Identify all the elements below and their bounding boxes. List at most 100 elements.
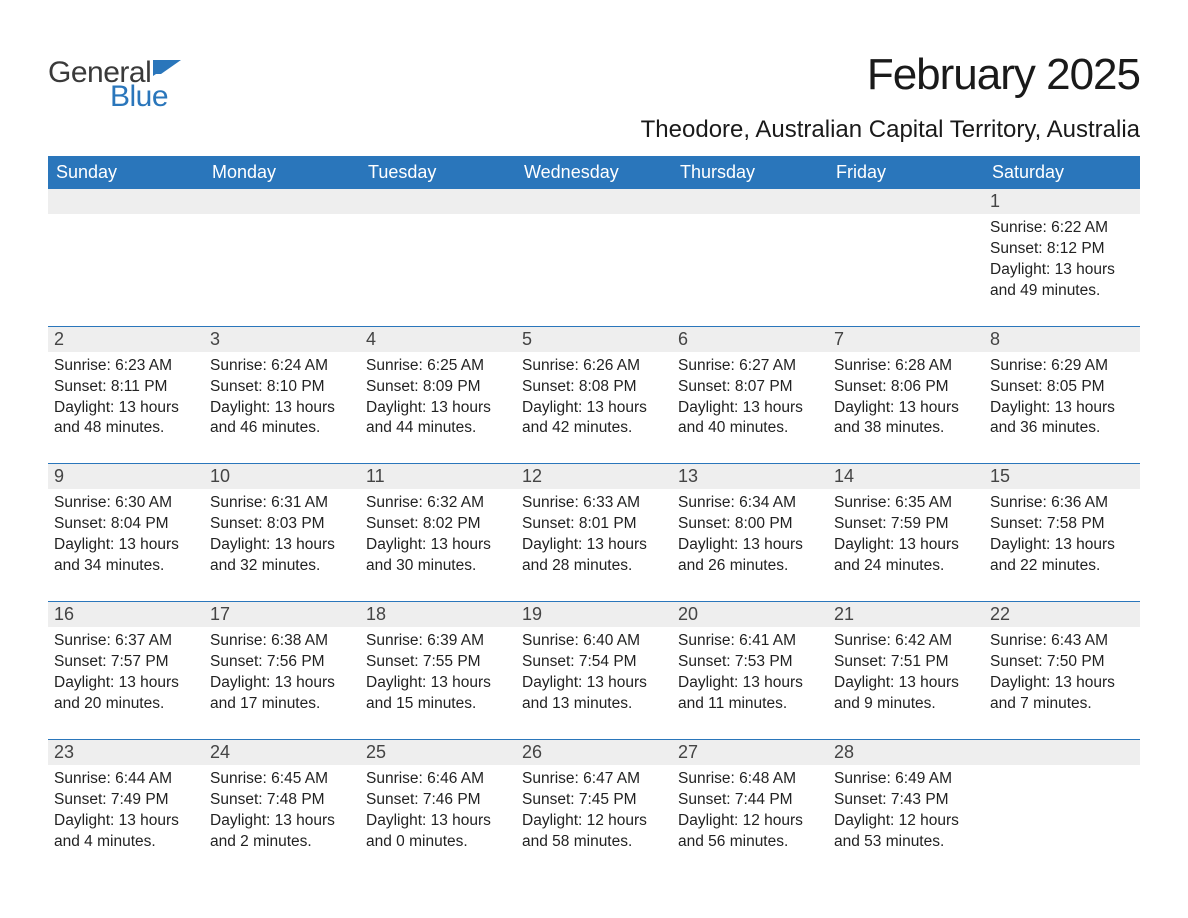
day2-text: and 26 minutes. [678,556,822,577]
daynum-cell: 18 [360,602,516,627]
day-cell: Sunrise: 6:26 AMSunset: 8:08 PMDaylight:… [516,352,672,464]
sunset-text: Sunset: 7:57 PM [54,652,198,673]
dow-friday: Friday [828,156,984,189]
sunrise-text: Sunrise: 6:38 AM [210,631,354,652]
sunrise-text: Sunrise: 6:44 AM [54,769,198,790]
day2-text: and 17 minutes. [210,694,354,715]
dow-tuesday: Tuesday [360,156,516,189]
daynum-cell: 7 [828,327,984,352]
day2-text: and 58 minutes. [522,832,666,853]
title-block: February 2025 Theodore, Australian Capit… [641,50,1140,144]
day2-text: and 7 minutes. [990,694,1134,715]
body-row: Sunrise: 6:23 AMSunset: 8:11 PMDaylight:… [48,352,1140,464]
daynum-cell: 28 [828,740,984,765]
sunrise-text: Sunrise: 6:22 AM [990,218,1134,239]
sunset-text: Sunset: 7:43 PM [834,790,978,811]
day-cell: Sunrise: 6:25 AMSunset: 8:09 PMDaylight:… [360,352,516,464]
day-cell: Sunrise: 6:42 AMSunset: 7:51 PMDaylight:… [828,627,984,739]
sunrise-text: Sunrise: 6:25 AM [366,356,510,377]
day1-text: Daylight: 13 hours [834,673,978,694]
day2-text: and 11 minutes. [678,694,822,715]
day-cell [204,214,360,326]
day-cell: Sunrise: 6:34 AMSunset: 8:00 PMDaylight:… [672,489,828,601]
sunrise-text: Sunrise: 6:27 AM [678,356,822,377]
daynum-cell: 24 [204,740,360,765]
day1-text: Daylight: 13 hours [54,673,198,694]
sunset-text: Sunset: 7:46 PM [366,790,510,811]
sunset-text: Sunset: 8:07 PM [678,377,822,398]
day-cell [984,765,1140,877]
day-cell: Sunrise: 6:39 AMSunset: 7:55 PMDaylight:… [360,627,516,739]
day1-text: Daylight: 13 hours [678,673,822,694]
day1-text: Daylight: 13 hours [366,535,510,556]
sunset-text: Sunset: 7:58 PM [990,514,1134,535]
daynum-cell: 22 [984,602,1140,627]
daynum-cell: 25 [360,740,516,765]
day-cell: Sunrise: 6:37 AMSunset: 7:57 PMDaylight:… [48,627,204,739]
day2-text: and 24 minutes. [834,556,978,577]
month-title: February 2025 [641,50,1140,100]
daynum-cell: 14 [828,464,984,489]
daynum-row: 232425262728 [48,739,1140,765]
day2-text: and 22 minutes. [990,556,1134,577]
sunrise-text: Sunrise: 6:30 AM [54,493,198,514]
sunset-text: Sunset: 8:11 PM [54,377,198,398]
daynum-cell: 2 [48,327,204,352]
day2-text: and 42 minutes. [522,418,666,439]
day-cell: Sunrise: 6:43 AMSunset: 7:50 PMDaylight:… [984,627,1140,739]
daynum-row: 16171819202122 [48,601,1140,627]
day-cell: Sunrise: 6:23 AMSunset: 8:11 PMDaylight:… [48,352,204,464]
day-cell: Sunrise: 6:33 AMSunset: 8:01 PMDaylight:… [516,489,672,601]
body-row: Sunrise: 6:30 AMSunset: 8:04 PMDaylight:… [48,489,1140,601]
day-cell: Sunrise: 6:31 AMSunset: 8:03 PMDaylight:… [204,489,360,601]
daynum-cell: 10 [204,464,360,489]
day-cell: Sunrise: 6:44 AMSunset: 7:49 PMDaylight:… [48,765,204,877]
sunset-text: Sunset: 7:45 PM [522,790,666,811]
day2-text: and 48 minutes. [54,418,198,439]
sunrise-text: Sunrise: 6:35 AM [834,493,978,514]
body-row: Sunrise: 6:37 AMSunset: 7:57 PMDaylight:… [48,627,1140,739]
day-cell: Sunrise: 6:38 AMSunset: 7:56 PMDaylight:… [204,627,360,739]
sunset-text: Sunset: 8:06 PM [834,377,978,398]
day1-text: Daylight: 13 hours [54,535,198,556]
day2-text: and 13 minutes. [522,694,666,715]
day1-text: Daylight: 13 hours [990,398,1134,419]
sunset-text: Sunset: 8:12 PM [990,239,1134,260]
day1-text: Daylight: 12 hours [834,811,978,832]
day-cell: Sunrise: 6:28 AMSunset: 8:06 PMDaylight:… [828,352,984,464]
day1-text: Daylight: 13 hours [210,673,354,694]
day1-text: Daylight: 13 hours [54,398,198,419]
day-cell: Sunrise: 6:27 AMSunset: 8:07 PMDaylight:… [672,352,828,464]
daynum-cell: 1 [984,189,1140,214]
day-cell: Sunrise: 6:41 AMSunset: 7:53 PMDaylight:… [672,627,828,739]
daynum-cell: 5 [516,327,672,352]
day-cell: Sunrise: 6:47 AMSunset: 7:45 PMDaylight:… [516,765,672,877]
sunset-text: Sunset: 8:02 PM [366,514,510,535]
daynum-cell [204,189,360,214]
day1-text: Daylight: 13 hours [990,260,1134,281]
sunrise-text: Sunrise: 6:32 AM [366,493,510,514]
day1-text: Daylight: 13 hours [54,811,198,832]
sunset-text: Sunset: 8:05 PM [990,377,1134,398]
sunrise-text: Sunrise: 6:34 AM [678,493,822,514]
daynum-row: 1 [48,189,1140,214]
day-cell: Sunrise: 6:29 AMSunset: 8:05 PMDaylight:… [984,352,1140,464]
sunrise-text: Sunrise: 6:45 AM [210,769,354,790]
daynum-cell: 9 [48,464,204,489]
day2-text: and 38 minutes. [834,418,978,439]
sunset-text: Sunset: 7:56 PM [210,652,354,673]
sunrise-text: Sunrise: 6:46 AM [366,769,510,790]
daynum-cell: 21 [828,602,984,627]
sunrise-text: Sunrise: 6:41 AM [678,631,822,652]
header: General Blue February 2025 Theodore, Aus… [48,50,1140,144]
daynum-cell [984,740,1140,765]
sunset-text: Sunset: 8:00 PM [678,514,822,535]
daynum-cell: 8 [984,327,1140,352]
sunset-text: Sunset: 8:03 PM [210,514,354,535]
sunrise-text: Sunrise: 6:33 AM [522,493,666,514]
sunset-text: Sunset: 7:48 PM [210,790,354,811]
day2-text: and 36 minutes. [990,418,1134,439]
sunrise-text: Sunrise: 6:48 AM [678,769,822,790]
weeks-container: 1Sunrise: 6:22 AMSunset: 8:12 PMDaylight… [48,189,1140,876]
day-cell: Sunrise: 6:22 AMSunset: 8:12 PMDaylight:… [984,214,1140,326]
